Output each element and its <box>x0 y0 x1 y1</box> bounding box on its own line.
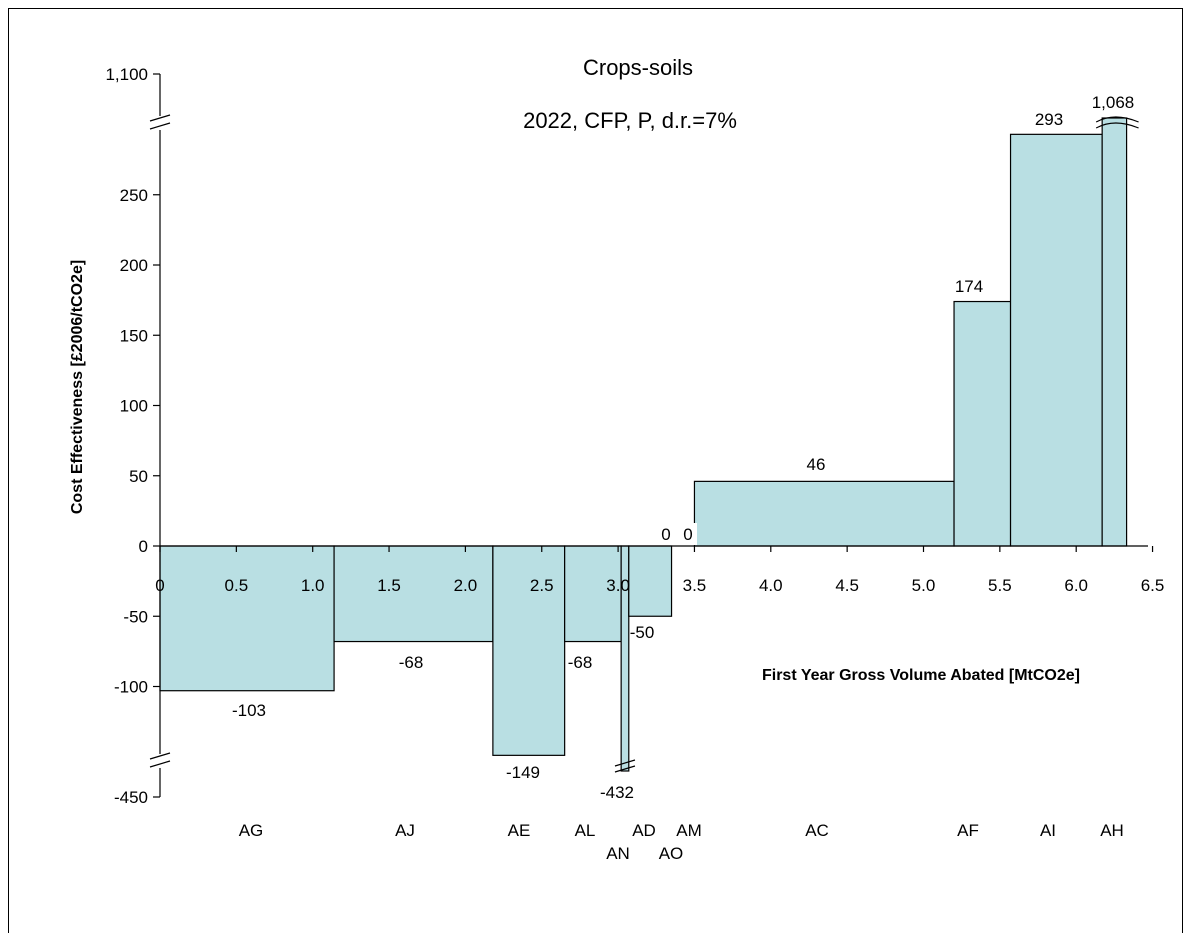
bar-break-mark <box>614 765 636 773</box>
data-label-ai: 293 <box>1035 110 1063 129</box>
bars-group <box>159 117 1128 772</box>
y-tick-label: 0 <box>139 537 148 556</box>
y-tick-label: 50 <box>129 467 148 486</box>
data-label-ah: 1,068 <box>1092 93 1135 112</box>
y-tick-label: 200 <box>120 256 148 275</box>
x-tick-label: 1.0 <box>301 576 325 595</box>
y-tick-label: -100 <box>114 678 148 697</box>
x-tick-label: 4.0 <box>759 576 783 595</box>
x-axis-label: First Year Gross Volume Abated [MtCO2e] <box>762 667 1080 684</box>
category-label-ac: AC <box>805 821 829 840</box>
bar-break-mark <box>1095 116 1139 123</box>
data-label-aj: -68 <box>399 653 424 672</box>
x-tick-label: 4.5 <box>835 576 859 595</box>
chart-frame <box>8 8 1183 933</box>
x-tick-label: 5.0 <box>912 576 936 595</box>
x-tick-label: 0 <box>155 576 164 595</box>
y-tick-label: 250 <box>120 186 148 205</box>
data-label-an: -432 <box>600 783 634 802</box>
category-label-ao: AO <box>659 844 684 863</box>
y-tick-label: 100 <box>120 397 148 416</box>
x-tick-label: 6.0 <box>1064 576 1088 595</box>
chart-subtitle: 2022, CFP, P, d.r.=7% <box>523 108 737 133</box>
category-label-af: AF <box>957 821 979 840</box>
bar-ac <box>693 480 955 547</box>
labels-group: -450 -100 -50 0 50 100 150 200 250 1,100 0 0.5 1.0 1.… <box>105 65 1164 863</box>
label-bg <box>680 523 697 545</box>
data-label-ag: -103 <box>232 701 266 720</box>
data-label-ad: -50 <box>630 623 655 642</box>
category-label-al: AL <box>575 821 596 840</box>
y-tick-label: -50 <box>123 607 148 626</box>
x-tick-label: 1.5 <box>377 576 401 595</box>
data-label-ae: -149 <box>506 763 540 782</box>
y-tick-label: 150 <box>120 326 148 345</box>
category-label-ad: AD <box>632 821 656 840</box>
bar-ah <box>1101 117 1128 547</box>
y-tick-label: -450 <box>114 788 148 807</box>
y-break-mark <box>149 752 171 760</box>
x-tick-label: 6.5 <box>1141 576 1165 595</box>
category-label-an: AN <box>606 844 630 863</box>
bar-ae <box>492 545 566 756</box>
axes-group <box>149 73 1154 798</box>
x-tick-label: 2.0 <box>454 576 478 595</box>
y-break-mark <box>149 760 171 768</box>
y-break-mark <box>149 114 171 122</box>
category-label-ae: AE <box>508 821 531 840</box>
bar-break-mark <box>614 759 636 767</box>
bar-af <box>953 300 1012 547</box>
y-tick-label: 1,100 <box>105 65 148 84</box>
bar-ai <box>1009 133 1103 547</box>
data-label-af: 174 <box>955 277 983 296</box>
bar-break-mark <box>1095 122 1139 129</box>
x-tick-label: 2.5 <box>530 576 554 595</box>
data-label-ao: 0 <box>683 525 692 544</box>
y-break-mark <box>149 122 171 130</box>
category-label-am: AM <box>676 821 702 840</box>
category-label-ai: AI <box>1040 821 1056 840</box>
x-tick-label: 0.5 <box>225 576 249 595</box>
bar-aj <box>333 545 494 643</box>
data-label-am: 0 <box>661 525 670 544</box>
x-tick-label: 5.5 <box>988 576 1012 595</box>
category-label-ag: AG <box>239 821 264 840</box>
x-tick-label: 3.0 <box>606 576 630 595</box>
data-label-al: -68 <box>568 653 593 672</box>
chart-title: Crops-soils <box>583 55 693 80</box>
bar-ad <box>628 545 673 617</box>
category-label-ah: AH <box>1100 821 1124 840</box>
category-label-aj: AJ <box>395 821 415 840</box>
y-axis-label: Cost Effectiveness [£2006/tCO2e] <box>69 260 86 514</box>
data-label-ac: 46 <box>807 455 826 474</box>
bar-ag <box>159 545 335 692</box>
x-tick-label: 3.5 <box>683 576 707 595</box>
